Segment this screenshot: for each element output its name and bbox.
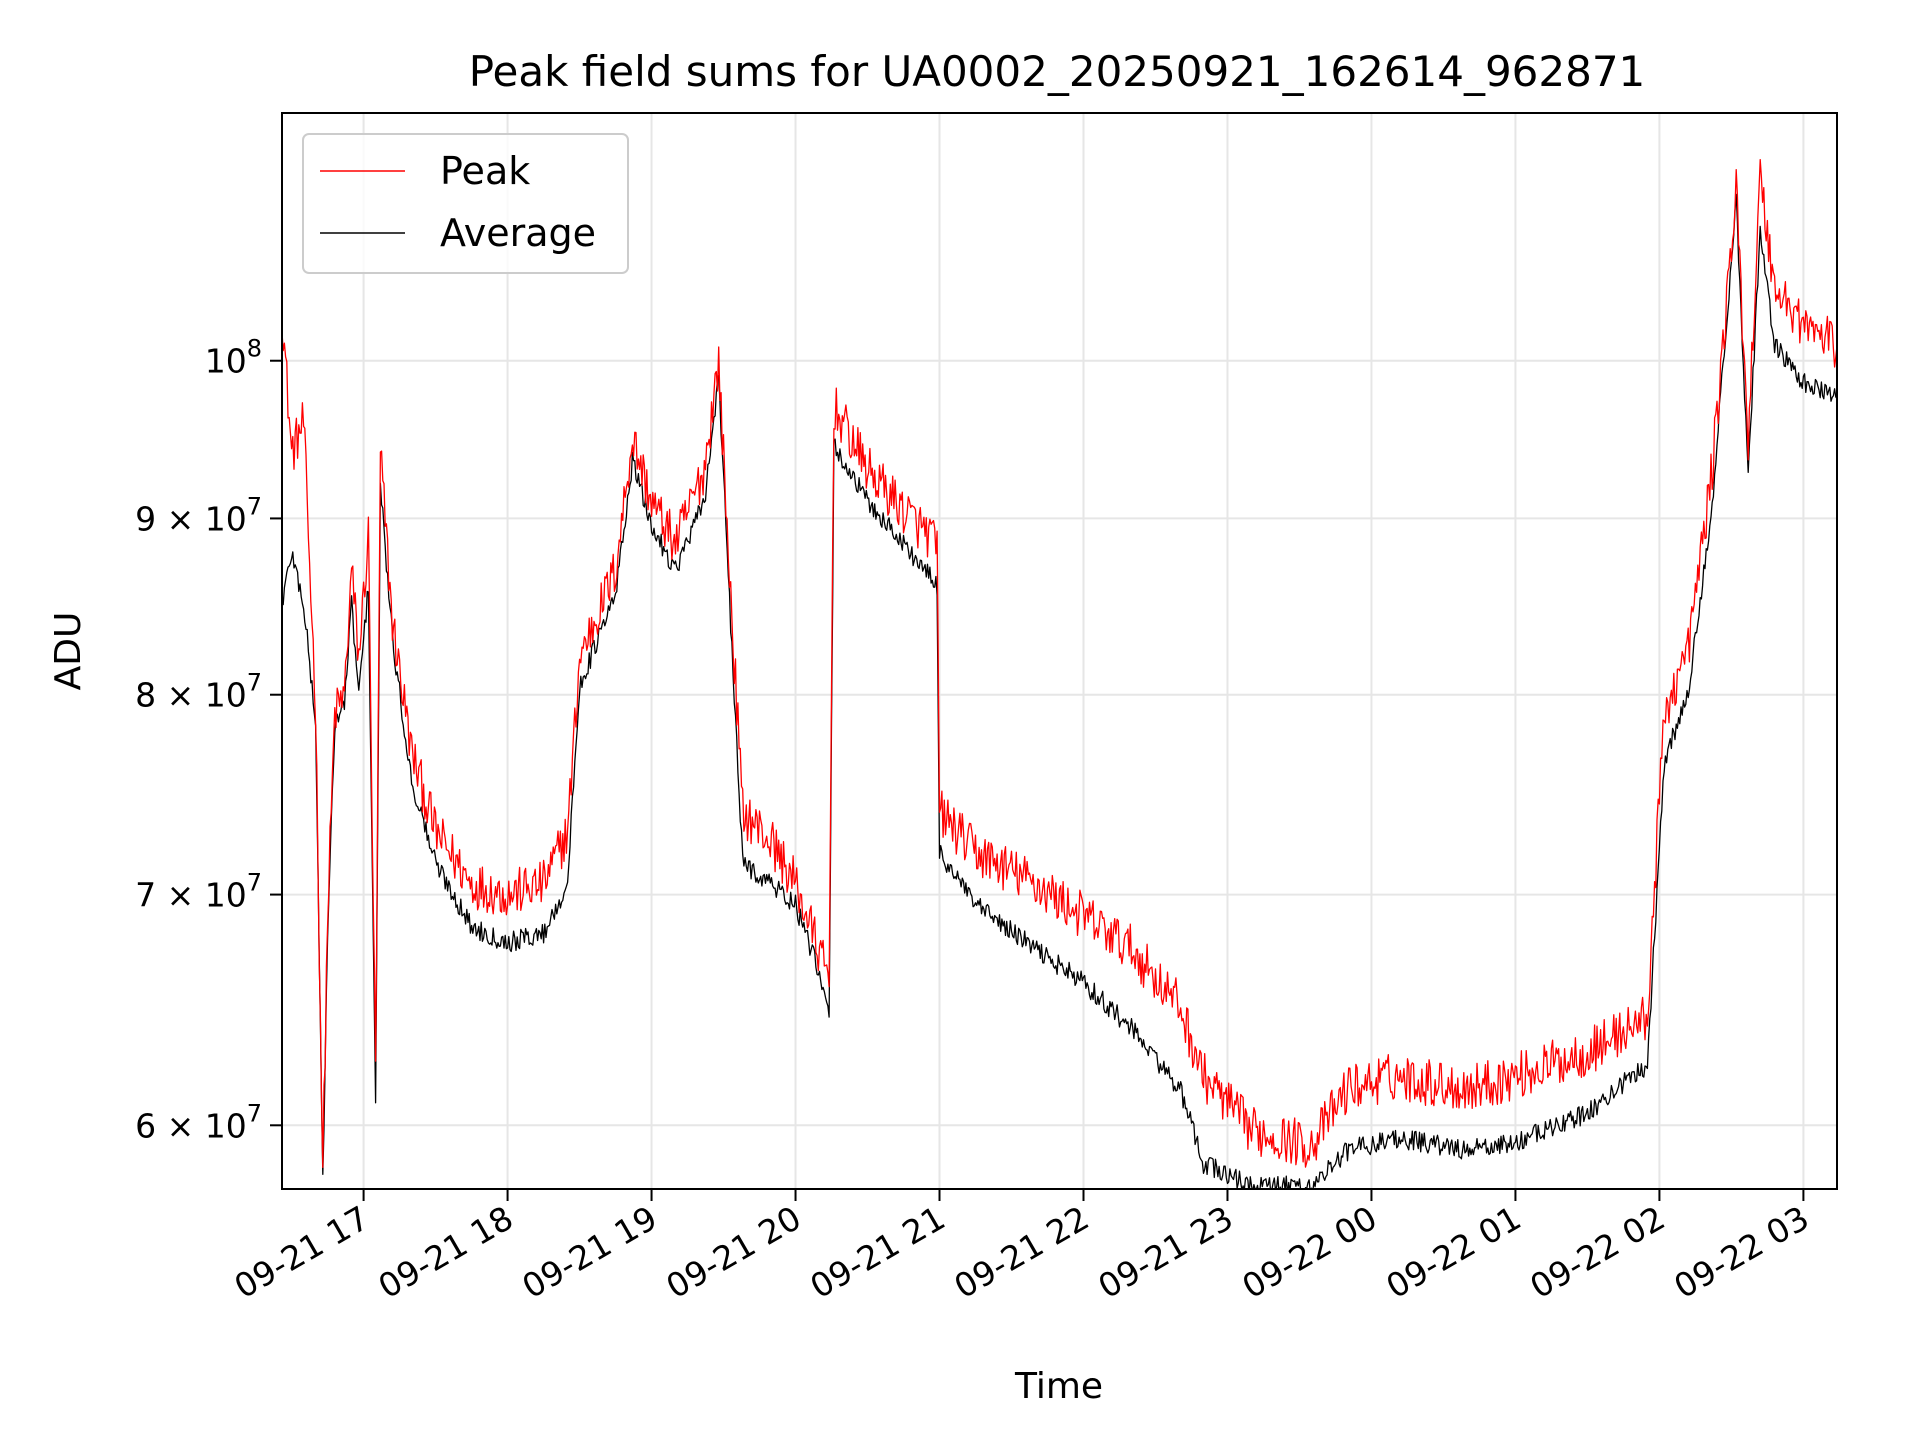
y-tick-label: 7 × 107 — [135, 869, 262, 915]
plot-frame — [281, 112, 1838, 1190]
legend-label-average: Average — [440, 211, 596, 255]
y-tick-label: 6 × 107 — [135, 1099, 262, 1145]
y-tick-label: 108 — [205, 335, 262, 381]
y-axis: 108 9 × 107 8 × 107 7 × 107 6 × 107 — [135, 335, 282, 1145]
series-line-average — [282, 193, 1837, 1189]
legend: Peak Average — [302, 133, 629, 274]
y-tick-label: 8 × 107 — [135, 669, 262, 715]
y-tick-label: 9 × 107 — [135, 492, 262, 538]
plot-lines — [282, 158, 1837, 1189]
x-axis-label: Time — [1014, 1366, 1103, 1407]
series-line-peak — [282, 158, 1837, 1169]
chart-title: Peak field sums for UA0002_20250921_1626… — [469, 47, 1646, 96]
legend-box — [302, 133, 629, 274]
y-axis-label: ADU — [48, 612, 89, 691]
legend-label-peak: Peak — [440, 149, 530, 193]
